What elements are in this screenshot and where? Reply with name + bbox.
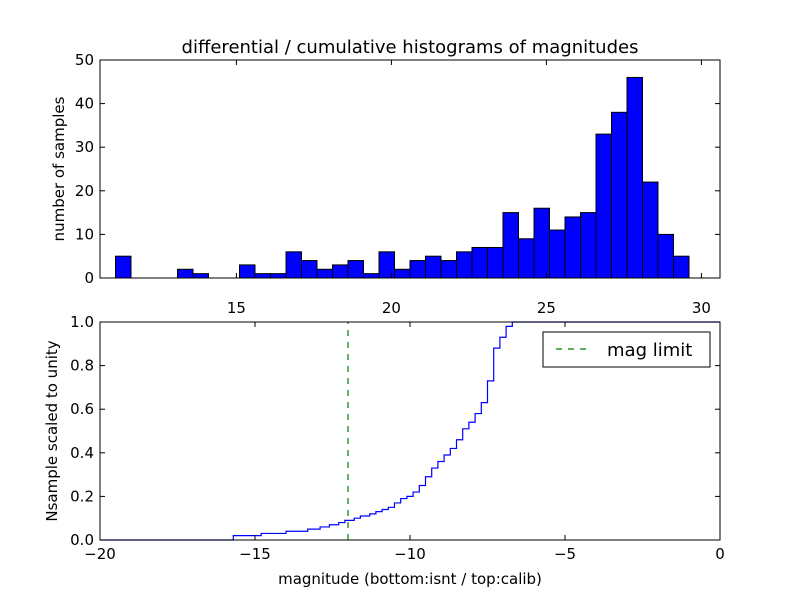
histogram-bar (595, 133, 612, 279)
histogram-bar (425, 255, 442, 279)
histogram-bar (394, 268, 411, 279)
y-axis-label: Nsample scaled to unity (43, 340, 61, 521)
histogram-bar (115, 255, 132, 279)
histogram-bar (254, 273, 271, 279)
chart-title: differential / cumulative histograms of … (182, 37, 639, 58)
histogram-frame (99, 59, 721, 279)
histogram-bar (471, 246, 488, 279)
y-tick-label: 0.0 (70, 531, 94, 549)
cumulative-lines (100, 321, 720, 541)
y-tick-label: 10 (75, 225, 94, 243)
histogram-bar (626, 76, 643, 279)
histogram-bar (285, 251, 302, 279)
cumulative-frame (99, 321, 721, 541)
histogram-bar (378, 251, 395, 279)
histogram-bar (363, 273, 380, 279)
y-tick-label: 30 (75, 138, 94, 156)
y-tick-label: 1.0 (70, 313, 94, 331)
histogram-bar (518, 238, 535, 279)
histogram-bar (332, 264, 349, 279)
cumulative-panel: Nsample scaled to unity magnitude (botto… (43, 313, 725, 588)
histogram-bar (611, 111, 628, 279)
histogram-bar (456, 251, 473, 279)
x-tick-label: 20 (382, 299, 401, 317)
histogram-bar (642, 181, 659, 279)
histogram-bar (192, 273, 209, 279)
legend: mag limit (542, 331, 711, 368)
x-tick-label: 30 (692, 299, 711, 317)
y-tick-label: 0 (84, 269, 94, 287)
histogram-panel: differential / cumulative histograms of … (50, 37, 721, 317)
x-axis-label: magnitude (bottom:isnt / top:calib) (278, 570, 542, 588)
y-tick-label: 40 (75, 95, 94, 113)
histogram-bar (533, 207, 550, 279)
histogram-bar (347, 260, 364, 279)
histogram-bar (487, 246, 504, 279)
histogram-bar (580, 212, 597, 279)
histogram-bar (316, 268, 333, 279)
y-tick-label: 20 (75, 182, 94, 200)
x-tick-label: 25 (537, 299, 556, 317)
y-tick-label: 0.8 (70, 357, 94, 375)
cumulative-ticks: 0.0 0.2 0.4 0.6 0.8 1.0 −20 −15 −10 −5 0 (70, 313, 725, 563)
y-tick-label: 50 (75, 51, 94, 69)
x-tick-label: 15 (227, 299, 246, 317)
cumulative-step-line (100, 321, 720, 541)
histogram-bar (239, 264, 256, 279)
histogram-bar (657, 233, 674, 279)
histogram-bar (177, 268, 194, 279)
legend-mag-limit-label: mag limit (607, 340, 692, 361)
histogram-bars (115, 76, 690, 279)
y-axis-label: number of samples (50, 96, 68, 241)
x-tick-label: 0 (715, 545, 725, 563)
histogram-bar (270, 273, 287, 279)
histogram-bar (564, 216, 581, 279)
y-tick-label: 0.6 (70, 400, 94, 418)
histogram-bar (301, 260, 318, 279)
y-tick-label: 0.4 (70, 444, 94, 462)
histogram-bar (673, 255, 690, 279)
histogram-bar (409, 260, 426, 279)
histogram-bar (549, 229, 566, 279)
x-tick-label: −15 (239, 545, 271, 563)
histogram-bar (502, 212, 519, 279)
histogram-bar (440, 260, 457, 279)
histogram-ticks: 0 10 20 30 40 50 15 20 25 30 (75, 51, 720, 317)
x-tick-label: −10 (394, 545, 426, 563)
x-tick-label: −20 (84, 545, 116, 563)
x-tick-label: −5 (554, 545, 576, 563)
y-tick-label: 0.2 (70, 487, 94, 505)
